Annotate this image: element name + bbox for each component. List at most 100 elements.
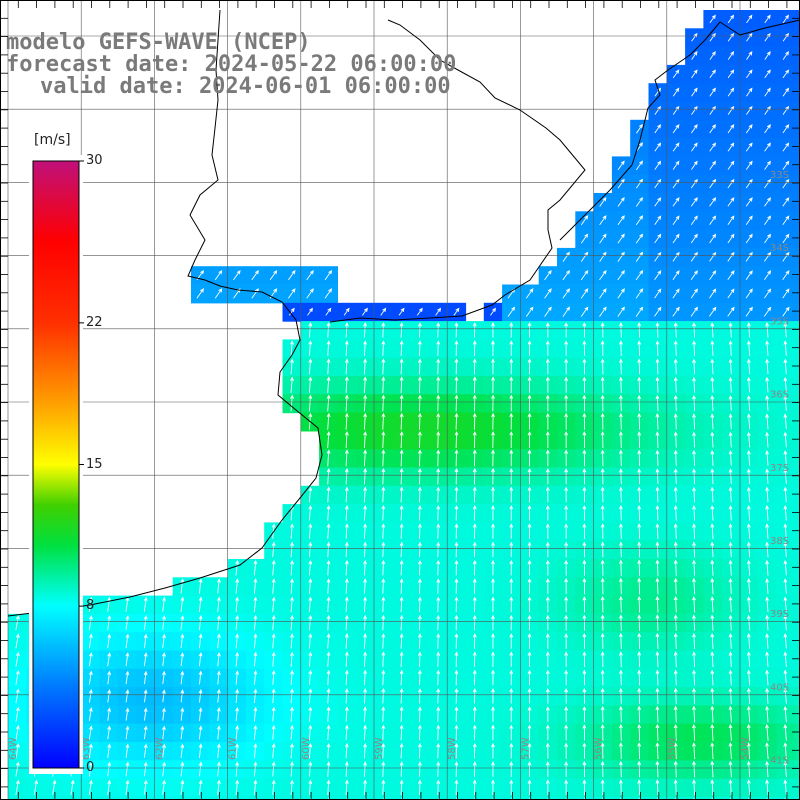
wind-arrow (143, 615, 148, 631)
wind-arrow (253, 724, 258, 740)
wind-cell (794, 595, 800, 615)
wind-arrow (564, 724, 569, 741)
wind-arrow (655, 523, 660, 539)
wind-arrow (782, 270, 790, 280)
wind-arrow (746, 376, 751, 393)
wind-arrow (198, 761, 203, 777)
wind-cell (794, 321, 800, 340)
wind-arrow (381, 394, 386, 412)
wind-cell (557, 796, 576, 800)
wind-arrow (655, 669, 660, 686)
wind-arrow (527, 394, 532, 412)
wind-arrow (690, 197, 698, 207)
wind-arrow (709, 14, 716, 24)
wind-arrow (400, 797, 403, 800)
wind-arrow (437, 797, 440, 800)
wind-arrow (783, 633, 788, 649)
wind-arrow (746, 541, 751, 558)
wind-arrow (418, 394, 422, 412)
wind-arrow (692, 358, 696, 375)
wind-arrow (509, 742, 514, 759)
wind-arrow (436, 687, 441, 704)
wind-arrow (582, 321, 587, 338)
wind-arrow (436, 486, 441, 503)
wind-arrow (673, 723, 678, 741)
wind-arrow (472, 742, 477, 759)
wind-arrow (399, 394, 404, 412)
wind-arrow (253, 670, 258, 685)
wind-arrow (436, 706, 441, 722)
wind-cell (776, 796, 796, 800)
wind-arrow (747, 797, 750, 800)
wind-arrow (545, 358, 550, 375)
wind-cell (794, 632, 800, 652)
wind-arrow (326, 559, 331, 576)
wind-arrow (363, 578, 368, 594)
wind-arrow (399, 486, 404, 503)
wind-arrow (454, 340, 459, 356)
wind-arrow (491, 742, 495, 759)
wind-arrow (765, 651, 770, 667)
wind-arrow (782, 288, 790, 299)
wind-arrow (545, 614, 550, 631)
wind-arrow (418, 559, 422, 576)
wind-arrow (745, 251, 753, 262)
wind-arrow (527, 632, 532, 649)
wind-arrow (545, 321, 550, 338)
wind-arrow (472, 633, 477, 649)
wind-arrow (344, 449, 349, 467)
wind-arrow (564, 706, 569, 723)
wind-arrow (235, 725, 240, 740)
wind-arrow (290, 559, 294, 576)
wind-arrow (617, 196, 625, 207)
wind-arrow (673, 523, 678, 539)
wind-arrow (765, 486, 770, 503)
wind-arrow (290, 523, 294, 539)
wind-arrow (783, 504, 788, 521)
wind-arrow (491, 669, 495, 686)
coastline-brazil (559, 19, 800, 241)
wind-cell (630, 796, 650, 800)
wind-arrow (271, 743, 276, 759)
wind-arrow (235, 688, 240, 703)
wind-arrow (326, 596, 331, 613)
wind-arrow (454, 541, 459, 558)
lon-label: 64W (8, 737, 19, 760)
wind-arrow (746, 14, 753, 24)
wind-arrow (308, 376, 313, 393)
valid-date: valid date: 2024-06-01 06:00:00 (40, 74, 451, 99)
wind-arrow (107, 670, 112, 685)
wind-arrow (418, 486, 422, 503)
wind-arrow (472, 321, 477, 338)
wind-arrow (326, 523, 331, 539)
wind-arrow (637, 431, 642, 448)
wind-arrow (783, 578, 788, 594)
wind-arrow (326, 688, 331, 704)
wind-cell (703, 796, 723, 800)
wind-arrow (564, 614, 569, 631)
wind-arrow (290, 394, 295, 412)
colorbar-tick-label: 0 (86, 760, 95, 775)
wind-arrow (656, 797, 659, 800)
wind-arrow (728, 321, 733, 338)
wind-arrow (418, 578, 422, 594)
wind-arrow (765, 504, 770, 521)
wind-arrow (290, 614, 294, 631)
wind-arrow (783, 376, 788, 393)
wind-arrow (527, 687, 532, 704)
wind-arrow (381, 449, 386, 467)
wind-arrow (253, 779, 258, 795)
wind-arrow (728, 340, 733, 356)
wind-cell (794, 156, 800, 176)
wind-arrow (288, 269, 296, 281)
wind-arrow (784, 797, 787, 800)
wind-arrow (399, 321, 404, 338)
wind-arrow (745, 215, 753, 225)
wind-arrow (399, 467, 404, 485)
wind-arrow (564, 760, 569, 777)
wind-arrow (728, 614, 733, 631)
wind-arrow (692, 797, 696, 800)
wind-arrow (527, 761, 532, 777)
wind-arrow (746, 413, 751, 430)
